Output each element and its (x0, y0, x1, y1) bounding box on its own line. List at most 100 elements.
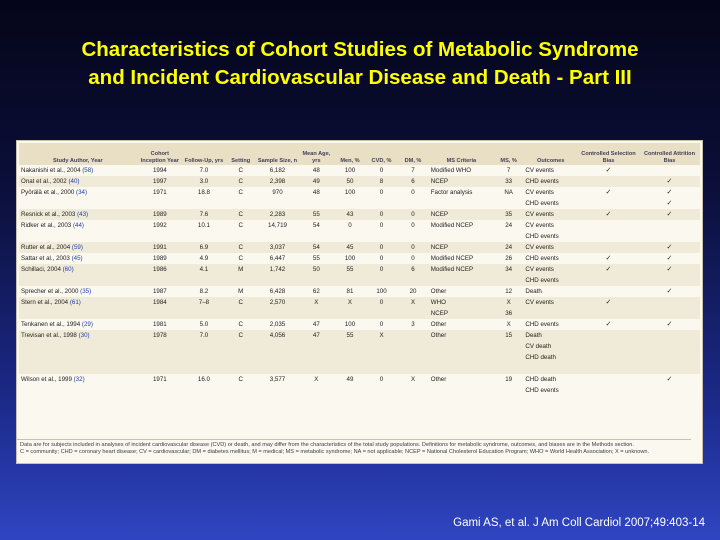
table-cell-out: Death (525, 288, 542, 295)
study-author: Wilson et al., 1999 (21, 376, 74, 383)
table-row: CHD events (19, 385, 700, 396)
column-header: MS, % (493, 143, 524, 165)
table-cell-study: Schillaci, 2004 (60) (19, 264, 137, 275)
table-cell-dm (397, 198, 429, 209)
table-cell-cvd (366, 385, 398, 396)
table-cell-dm (397, 363, 429, 374)
table-cell-age: 55 (312, 255, 320, 262)
column-header: Follow-Up, yrs (182, 143, 225, 165)
table-cell-dm (397, 330, 429, 341)
table-cell-n (256, 275, 299, 286)
table-cell-age: 62 (312, 288, 320, 295)
table-cell-n: 1,742 (256, 264, 299, 275)
table-cell-cvd: 0 (365, 264, 398, 275)
reference-link[interactable]: (43) (77, 211, 89, 218)
reference-link[interactable]: (61) (69, 299, 81, 306)
reference-link[interactable]: (60) (62, 266, 74, 273)
table-cell-men: 43 (334, 209, 366, 220)
reference-link[interactable]: (44) (72, 222, 84, 229)
table-cell-out: CHD events (525, 321, 559, 328)
column-header: MS Criteria (428, 143, 494, 165)
table-cell-sel: ✓ (605, 255, 612, 262)
table-cell-fu (182, 341, 225, 352)
table-cell-men: 81 (346, 288, 354, 295)
table-cell-n (256, 231, 298, 242)
table-cell-set: C (238, 255, 243, 262)
table-cell-out: CV events (525, 222, 554, 229)
table-cell-men: 55 (334, 264, 366, 275)
table-cell-year: 1981 (152, 321, 167, 328)
table-cell-sel (578, 385, 639, 396)
table-cell-fu: 18.8 (197, 189, 210, 196)
table-cell-year (137, 231, 183, 242)
table-cell-att: ✓ (666, 189, 673, 196)
table-cell-dm (397, 231, 429, 242)
table-cell-fu: 5.0 (199, 321, 209, 328)
reference-link[interactable]: (32) (73, 376, 85, 383)
table-cell-ms: NA (504, 189, 513, 196)
table-cell-men: 100 (344, 255, 356, 262)
table-cell-crit: WHO (428, 297, 494, 308)
table-cell-study: Trevisan et al., 1998 (30) (19, 330, 137, 341)
study-author: Tenkanen et al., 1994 (21, 321, 82, 328)
reference-link[interactable]: (40) (68, 178, 80, 185)
table-cell-cvd: 0 (379, 255, 384, 262)
table-cell-fu (182, 275, 225, 286)
reference-link[interactable]: (45) (71, 255, 83, 262)
table-cell-dm: 20 (409, 288, 417, 295)
table-cell-out: CV death (523, 341, 578, 352)
table-row: CHD events (19, 275, 700, 286)
table-cell-dm: X (410, 376, 416, 383)
table-cell-study: Rutter et al., 2004 (59) (19, 242, 137, 253)
reference-link[interactable]: (58) (82, 167, 94, 174)
table-cell-n: 6,182 (269, 167, 286, 174)
study-author: Trevisan et al., 1998 (21, 332, 79, 339)
table-cell-age (298, 275, 335, 286)
table-cell-sel: ✓ (605, 189, 612, 196)
table-cell-sel: ✓ (605, 167, 612, 174)
table-row: Trevisan et al., 1998 (30) 1978 7.0 C 4,056 4… (19, 330, 700, 341)
table-row: Pyörälä et al., 2000 (34) 1971 18.8 C 970 48 1… (19, 187, 700, 198)
table-cell-att: ✓ (666, 288, 673, 295)
table-cell-out: CV events (523, 242, 578, 253)
table-cell-fu (182, 352, 225, 363)
table-cell-crit (428, 363, 494, 374)
reference-link[interactable]: (35) (80, 288, 92, 295)
table-cell-out: CV events (523, 297, 578, 308)
table-cell-att (639, 220, 700, 231)
table-row: Wilson et al., 1999 (32) 1971 16.0 C 3,577 X 4… (19, 374, 700, 385)
table-cell-att (638, 341, 700, 352)
table-cell-age (298, 308, 335, 319)
table-cell-set: C (238, 189, 243, 196)
table-cell-fu: 7.0 (199, 167, 209, 174)
table-cell-set: M (224, 264, 257, 275)
reference-link[interactable]: (30) (78, 332, 90, 339)
reference-link[interactable]: (59) (71, 244, 83, 251)
table-cell-men: X (334, 297, 366, 308)
table-cell-age: 55 (298, 209, 335, 220)
table-cell-study: Pyörälä et al., 2000 (34) (19, 187, 137, 198)
reference-link[interactable]: (34) (76, 189, 88, 196)
table-cell-men (334, 352, 366, 363)
table-cell-n: 2,570 (256, 297, 299, 308)
table-cell-age (298, 352, 335, 363)
table-cell-cvd (365, 275, 398, 286)
column-header: CVD, % (365, 143, 398, 165)
table-cell-fu (183, 385, 225, 396)
reference-link[interactable]: (29) (81, 321, 93, 328)
table-cell-n: 970 (272, 189, 283, 196)
table-cell-set (224, 341, 257, 352)
table-cell-set: M (238, 288, 244, 295)
table-cell-age: 54 (312, 222, 320, 229)
table-cell-crit: NCEP (428, 209, 494, 220)
table-cell-study: Nakanishi et al., 2004 (58) (19, 165, 137, 176)
table-cell-sel: ✓ (578, 297, 639, 308)
table-cell-study: Tenkanen et al., 1994 (29) (19, 319, 137, 330)
table-cell-att: ✓ (638, 264, 700, 275)
table-cell-n (256, 352, 299, 363)
table-cell-study (19, 231, 137, 242)
table-cell-ms: 34 (493, 264, 524, 275)
table-cell-fu (182, 308, 225, 319)
table-cell-set (225, 231, 257, 242)
table-cell-set: C (224, 330, 257, 341)
